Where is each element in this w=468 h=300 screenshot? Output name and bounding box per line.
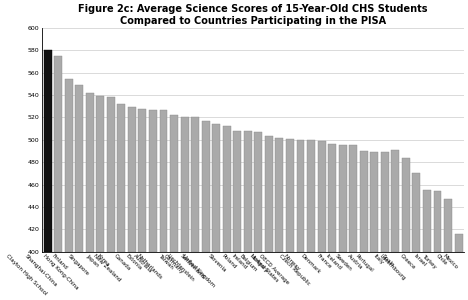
Bar <box>170 115 178 252</box>
Bar <box>276 138 284 252</box>
Bar <box>381 152 389 252</box>
Bar <box>128 107 136 252</box>
Bar <box>412 173 420 252</box>
Bar <box>139 109 146 252</box>
Bar <box>286 139 294 252</box>
Bar <box>349 146 357 252</box>
Bar <box>44 50 51 252</box>
Bar <box>96 96 104 252</box>
Bar <box>223 126 231 252</box>
Bar <box>265 136 273 252</box>
Bar <box>391 150 399 252</box>
Bar <box>86 93 94 252</box>
Bar <box>402 158 410 252</box>
Bar <box>75 85 83 252</box>
Bar <box>149 110 157 252</box>
Bar <box>65 80 73 252</box>
Bar <box>234 131 241 252</box>
Bar <box>244 131 252 252</box>
Bar <box>202 121 210 252</box>
Bar <box>191 118 199 252</box>
Bar <box>444 199 452 252</box>
Bar <box>454 234 462 252</box>
Bar <box>339 146 347 252</box>
Bar <box>54 56 62 252</box>
Bar <box>423 190 431 252</box>
Bar <box>297 140 305 252</box>
Bar <box>107 97 115 252</box>
Bar <box>212 124 220 252</box>
Bar <box>433 191 441 252</box>
Bar <box>328 144 336 252</box>
Bar <box>117 104 125 252</box>
Bar <box>160 110 168 252</box>
Bar <box>318 141 326 252</box>
Title: Figure 2c: Average Science Scores of 15-Year-Old CHS Students
Compared to Countr: Figure 2c: Average Science Scores of 15-… <box>78 4 428 26</box>
Bar <box>360 151 368 252</box>
Bar <box>307 140 315 252</box>
Bar <box>181 118 189 252</box>
Bar <box>370 152 378 252</box>
Bar <box>255 132 262 252</box>
